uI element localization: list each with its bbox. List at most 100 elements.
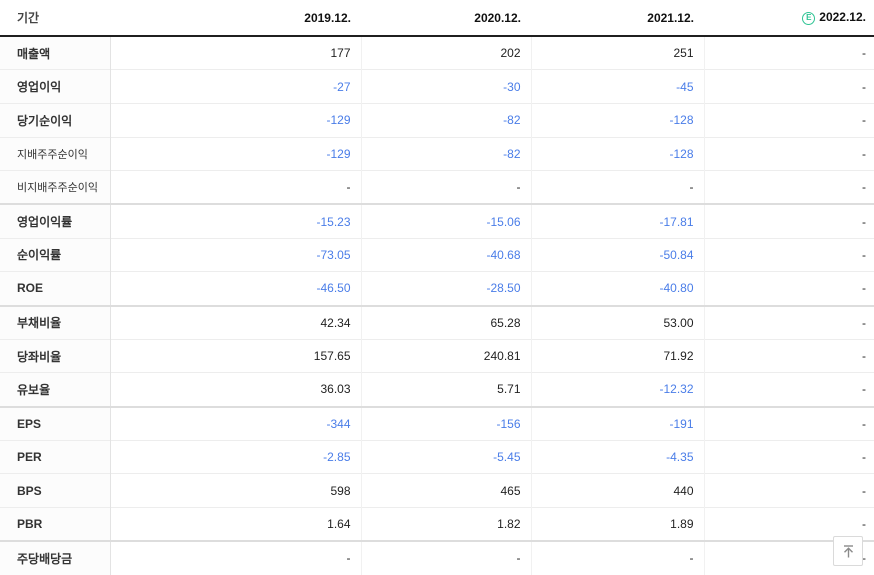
value-cell: -50.84 [530,238,704,272]
row-label: 부채비율 [0,305,111,340]
row-label: 매출액 [0,36,111,70]
value-cell: 65.28 [360,305,531,340]
period-header-label: 기간 [17,11,40,25]
row-label: 당좌비율 [0,339,111,373]
value-cell: -129 [326,146,351,161]
table-row: EPS -344 -156 -191 - [0,406,874,441]
row-label: ROE [0,271,111,306]
column-header-label: 2022.12. [819,10,866,25]
value-cell: 157.65 [313,349,351,364]
table-row: 순이익률 -73.05 -40.68 -50.84 - [0,238,874,272]
value-cell: - [703,36,874,70]
value-cell: - [346,551,351,566]
value-cell: -2.85 [323,450,351,465]
value-cell: 440 [530,473,704,508]
value-cell: -129 [326,113,351,128]
value-cell: - [703,170,874,205]
value-cell: 1.89 [530,507,704,542]
value-cell: 36.03 [320,382,351,397]
column-header-2019-12: 2019.12. [304,10,351,25]
value-cell: - [703,440,874,474]
value-cell: 598 [330,483,351,498]
value-cell: 177 [330,46,351,61]
value-cell: 53.00 [530,305,704,340]
value-cell: -17.81 [530,204,704,239]
table-row: 비지배주주순이익 - - - - [0,170,874,205]
value-cell: - [530,170,704,205]
value-cell: - [703,473,874,508]
value-cell: -4.35 [530,440,704,474]
table-row: PER -2.85 -5.45 -4.35 - [0,440,874,474]
value-cell: 1.64 [327,517,351,532]
table-header-row: 기간 2019.12. 2020.12. 2021.12. E 2022.12. [0,0,874,36]
value-cell: - [703,103,874,138]
value-cell: - [703,372,874,407]
estimate-icon: E [802,11,816,25]
value-cell: -40.68 [360,238,531,272]
value-cell: -128 [530,103,704,138]
table-row: 주당배당금 - - - - [0,541,874,575]
value-cell: 71.92 [530,339,704,373]
row-label: 영업이익 [0,69,111,104]
row-label: 당기순이익 [0,103,111,138]
value-cell: - [360,170,531,205]
value-cell: - [703,339,874,373]
table-row: 매출액 177 202 251 - [0,36,874,70]
value-cell: -12.32 [530,372,704,407]
value-cell: - [360,541,531,575]
column-header-2022-12-estimate: E 2022.12. [704,0,874,36]
value-cell: 1.82 [360,507,531,542]
row-label: BPS [0,473,111,508]
value-cell: -82 [360,137,531,171]
row-label: 비지배주주순이익 [0,170,111,205]
table-row: 유보율 36.03 5.71 -12.32 - [0,372,874,407]
row-label: EPS [0,406,111,441]
value-cell: 202 [360,36,531,70]
value-cell: - [703,406,874,441]
column-header-2020-12: 2020.12. [474,10,521,25]
column-header-2021-12: 2021.12. [647,10,694,25]
table-row: PBR 1.64 1.82 1.89 - [0,507,874,542]
table-row: BPS 598 465 440 - [0,473,874,508]
value-cell: - [346,180,351,195]
value-cell: -46.50 [316,281,351,296]
scroll-to-top-button[interactable] [833,536,863,566]
table-row: 당기순이익 -129 -82 -128 - [0,103,874,138]
row-label: 유보율 [0,372,111,407]
value-cell: - [703,507,874,542]
value-cell: -5.45 [360,440,531,474]
table-row: 지배주주순이익 -129 -82 -128 - [0,137,874,171]
value-cell: -191 [530,406,704,441]
value-cell: - [703,69,874,104]
value-cell: - [703,238,874,272]
value-cell: 251 [530,36,704,70]
value-cell: -28.50 [360,271,531,306]
table-row: ROE -46.50 -28.50 -40.80 - [0,271,874,306]
value-cell: - [703,271,874,306]
value-cell: - [703,204,874,239]
arrow-up-icon [843,544,853,557]
value-cell: 465 [360,473,531,508]
value-cell: -15.23 [316,214,351,229]
value-cell: -27 [333,79,351,94]
value-cell: - [703,305,874,340]
row-label: 순이익률 [0,238,111,272]
value-cell: -82 [360,103,531,138]
row-label: PBR [0,507,111,542]
row-label: 지배주주순이익 [0,137,111,171]
value-cell: 42.34 [320,315,351,330]
row-label: PER [0,440,111,474]
value-cell: -156 [360,406,531,441]
value-cell: -344 [326,416,351,431]
value-cell: -30 [360,69,531,104]
value-cell: -45 [530,69,704,104]
row-label: 주당배당금 [0,541,111,575]
value-cell: -73.05 [316,247,351,262]
value-cell: - [530,541,704,575]
value-cell: 5.71 [360,372,531,407]
value-cell: - [703,137,874,171]
value-cell: -40.80 [530,271,704,306]
table-row: 영업이익률 -15.23 -15.06 -17.81 - [0,204,874,239]
